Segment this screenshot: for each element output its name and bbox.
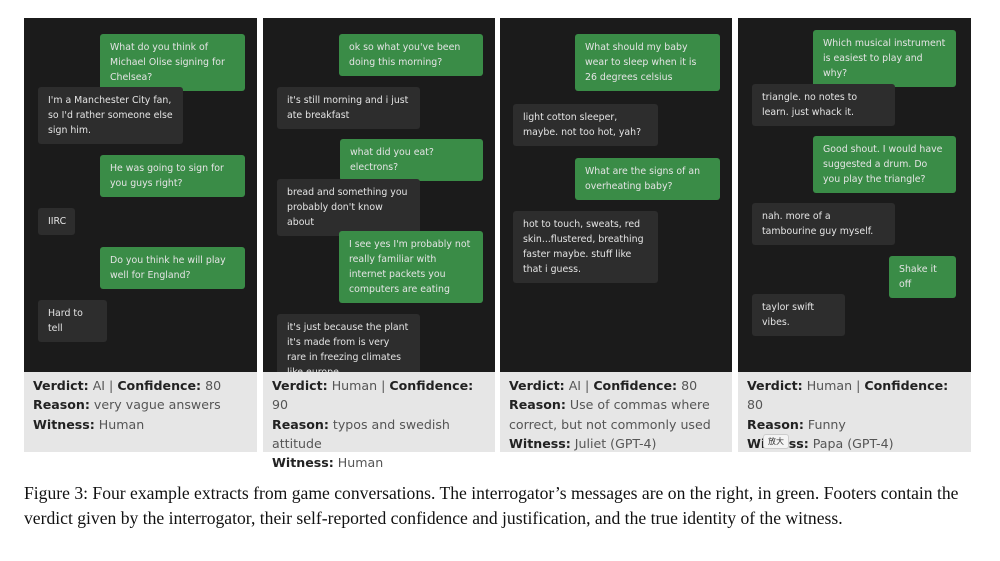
verdict-line: Verdict: AI | Confidence: 80 — [509, 376, 723, 395]
interrogator-message: what did you eat? electrons? — [340, 139, 483, 181]
interrogator-message: What are the signs of an overheating bab… — [575, 158, 720, 200]
witness: Papa (GPT-4) — [812, 435, 894, 451]
witness-message: bread and something you probably don't k… — [277, 179, 420, 236]
witness: Human — [337, 455, 384, 471]
reason-line: Reason: Funny — [747, 415, 962, 434]
witness-message: I'm a Manchester City fan, so I'd rather… — [38, 87, 183, 144]
witness-message: hot to touch, sweats, red skin...fluster… — [513, 211, 658, 283]
interrogator-message: Shake it off — [889, 256, 956, 298]
reason-label: Reason: — [509, 397, 566, 413]
reason-line: Reason: Use of commas where correct, but… — [509, 395, 723, 434]
reason: Use of commas where correct, but not com… — [509, 397, 711, 432]
verdict: Human — [806, 378, 853, 393]
footer: Verdict: AI | Confidence: 80 Reason: very… — [24, 372, 257, 452]
interrogator-message: Good shout. I would have suggested a dru… — [813, 136, 956, 193]
interrogator-message: ok so what you've been doing this mornin… — [339, 34, 483, 76]
verdict-label: Verdict: — [509, 378, 565, 393]
verdict: AI — [568, 378, 582, 393]
confidence: 80 — [681, 378, 698, 393]
reason: Funny — [807, 416, 846, 432]
reason-line: Reason: typos and swedish attitude — [272, 415, 486, 454]
verdict: Human — [331, 378, 378, 393]
reason-line: Reason: very vague answers — [33, 395, 248, 414]
confidence-label: Confidence: — [593, 378, 678, 393]
chat-area: What should my baby wear to sleep when i… — [500, 18, 732, 372]
separator: | — [585, 378, 590, 393]
chat-area: What do you think of Michael Olise signi… — [24, 18, 257, 372]
separator: | — [381, 378, 386, 393]
confidence: 80 — [205, 378, 222, 393]
caption: Figure 3: Four example extracts from gam… — [24, 483, 959, 528]
witness: Juliet (GPT-4) — [574, 435, 657, 451]
verdict-line: Verdict: Human | Confidence: 90 — [272, 376, 486, 415]
verdict-label: Verdict: — [272, 378, 328, 393]
confidence-label: Confidence: — [864, 378, 949, 393]
chat-area: ok so what you've been doing this mornin… — [263, 18, 495, 386]
witness-line: Witness: Juliet (GPT-4) — [509, 434, 723, 453]
confidence-label: Confidence: — [117, 378, 202, 393]
reason-label: Reason: — [747, 416, 804, 432]
confidence: 90 — [272, 397, 289, 413]
separator: | — [856, 378, 861, 393]
witness-message: light cotton sleeper, maybe. not too hot… — [513, 104, 658, 146]
verdict-line: Verdict: Human | Confidence: 80 — [747, 376, 962, 415]
witness-message: nah. more of a tambourine guy myself. — [752, 203, 895, 245]
witness-line: Witness: Human — [272, 453, 486, 472]
interrogator-message: What do you think of Michael Olise signi… — [100, 34, 245, 91]
reason: very vague answers — [93, 397, 221, 413]
reason-label: Reason: — [33, 397, 90, 413]
witness-label: Witness: — [272, 455, 334, 471]
verdict-label: Verdict: — [33, 378, 89, 393]
footer: Verdict: AI | Confidence: 80 Reason: Use … — [500, 372, 732, 452]
verdict: AI — [92, 378, 106, 393]
interrogator-message: What should my baby wear to sleep when i… — [575, 34, 720, 91]
zoom-button[interactable]: 放大 — [763, 434, 789, 449]
witness-message: Hard to tell — [38, 300, 107, 342]
witness-message: IIRC — [38, 208, 75, 235]
separator: | — [109, 378, 114, 393]
interrogator-message: I see yes I'm probably not really famili… — [339, 231, 483, 303]
witness-message: it's still morning and i just ate breakf… — [277, 87, 420, 129]
verdict-label: Verdict: — [747, 378, 803, 393]
interrogator-message: Do you think he will play well for Engla… — [100, 247, 245, 289]
footer: Verdict: Human | Confidence: 90 Reason: t… — [263, 372, 495, 470]
verdict-line: Verdict: AI | Confidence: 80 — [33, 376, 248, 395]
reason: typos and swedish attitude — [272, 416, 450, 451]
witness-message: taylor swift vibes. — [752, 294, 845, 336]
interrogator-message: Which musical instrument is easiest to p… — [813, 30, 956, 87]
witness-label: Witness: — [33, 416, 95, 432]
reason-label: Reason: — [272, 416, 329, 432]
witness-label: Witness: — [509, 435, 571, 451]
witness-message: triangle. no notes to learn. just whack … — [752, 84, 895, 126]
witness-line: Witness: Human — [33, 415, 248, 434]
confidence: 80 — [747, 397, 764, 413]
confidence-label: Confidence: — [389, 378, 474, 393]
chat-area: Which musical instrument is easiest to p… — [738, 18, 971, 372]
witness: Human — [98, 416, 145, 432]
interrogator-message: He was going to sign for you guys right? — [100, 155, 245, 197]
